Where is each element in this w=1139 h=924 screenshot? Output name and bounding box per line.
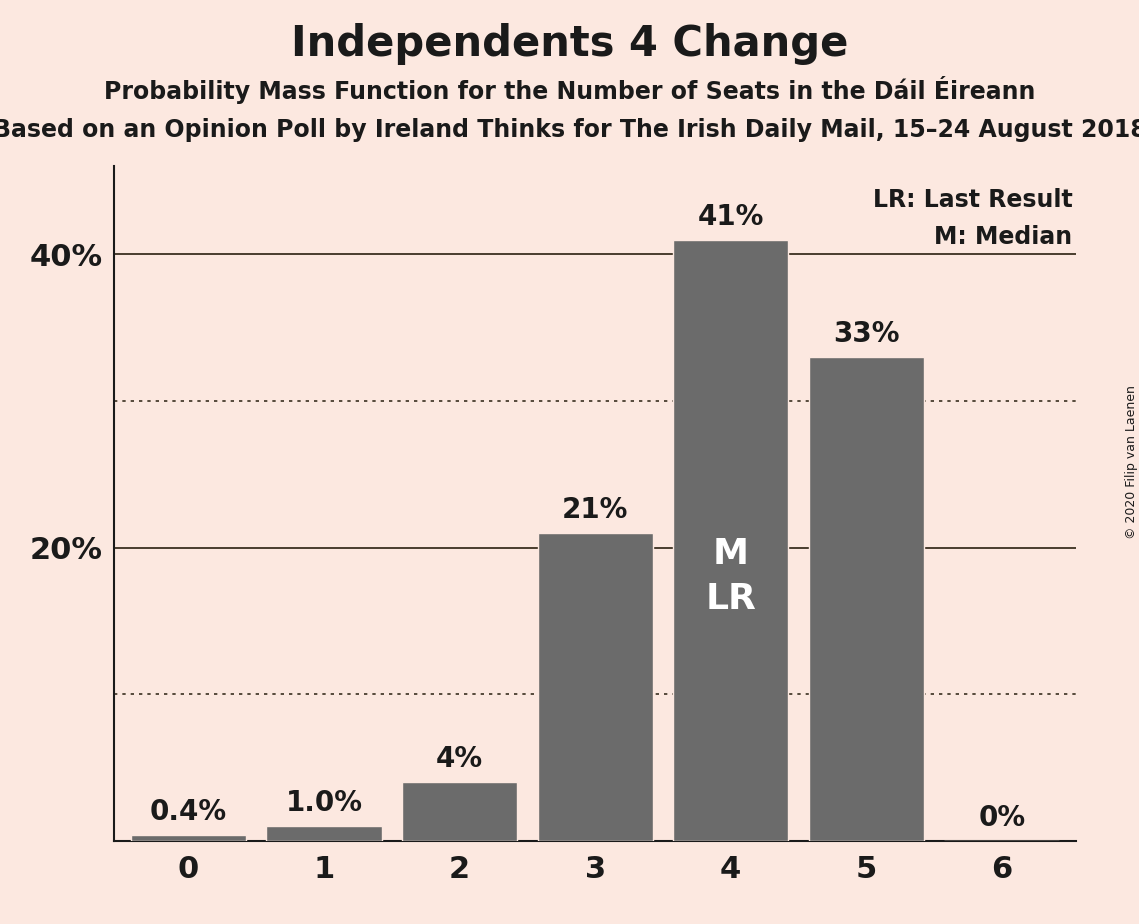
Bar [402,783,517,841]
Text: 21%: 21% [562,496,629,524]
Text: M: Median: M: Median [934,225,1072,249]
Bar [673,239,788,841]
Text: 4%: 4% [436,746,483,773]
Text: © 2020 Filip van Laenen: © 2020 Filip van Laenen [1124,385,1138,539]
Text: Independents 4 Change: Independents 4 Change [290,23,849,65]
Bar [809,357,924,841]
Bar [131,835,246,841]
Text: Based on an Opinion Poll by Ireland Thinks for The Irish Daily Mail, 15–24 Augus: Based on an Opinion Poll by Ireland Thin… [0,118,1139,142]
Text: 41%: 41% [697,203,764,231]
Text: 33%: 33% [833,320,900,348]
Text: 1.0%: 1.0% [286,789,362,818]
Text: M
LR: M LR [705,538,756,616]
Bar [538,533,653,841]
Text: LR: Last Result: LR: Last Result [872,188,1072,213]
Bar [267,826,382,841]
Text: 0%: 0% [978,804,1025,832]
Text: Probability Mass Function for the Number of Seats in the Dáil Éireann: Probability Mass Function for the Number… [104,76,1035,103]
Text: 0.4%: 0.4% [150,798,227,826]
